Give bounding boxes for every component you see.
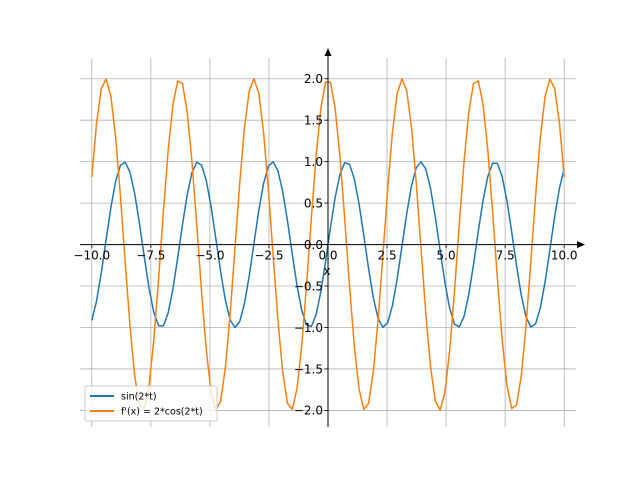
x-tick-label-4: 0.0 (318, 249, 337, 263)
y-tick-label-7: 1.5 (304, 113, 323, 127)
x-tick-label-2: −5.0 (195, 249, 224, 263)
y-tick-label-1: −1.5 (294, 362, 323, 376)
y-tick-label-2: −1.0 (294, 321, 323, 335)
axes (80, 48, 585, 427)
y-tick-label-6: 1.0 (304, 155, 323, 169)
y-tick-label-5: 0.5 (304, 196, 323, 210)
x-tick-label-5: 2.5 (378, 249, 397, 263)
y-tick-label-4: 0.0 (304, 238, 323, 252)
x-tick-label-6: 5.0 (437, 249, 456, 263)
x-tick-label-0: −10.0 (73, 249, 110, 263)
ticks: −10.0 −7.5 −5.0 −2.5 0.0 2.5 5.0 7.5 10.0 −2.0 −1.… (73, 72, 577, 418)
y-tick-label-8: 2.0 (304, 72, 323, 86)
x-tick-label-7: 7.5 (496, 249, 515, 263)
legend-frame (84, 385, 218, 422)
legend-label-sin: sin(2*t) (121, 392, 157, 403)
legend-label-derivative: f'(x) = 2*cos(2*t) (121, 407, 203, 418)
legend: sin(2*t) f'(x) = 2*cos(2*t) (84, 385, 218, 422)
y-tick-label-3: −0.5 (294, 279, 323, 293)
x-axis-arrow (577, 241, 585, 249)
x-tick-label-1: −7.5 (136, 249, 165, 263)
x-axis-label: x (323, 264, 330, 278)
y-axis-arrow (324, 48, 332, 56)
x-tick-label-8: 10.0 (551, 249, 578, 263)
x-tick-label-3: −2.5 (254, 249, 283, 263)
y-tick-label-0: −2.0 (294, 404, 323, 418)
